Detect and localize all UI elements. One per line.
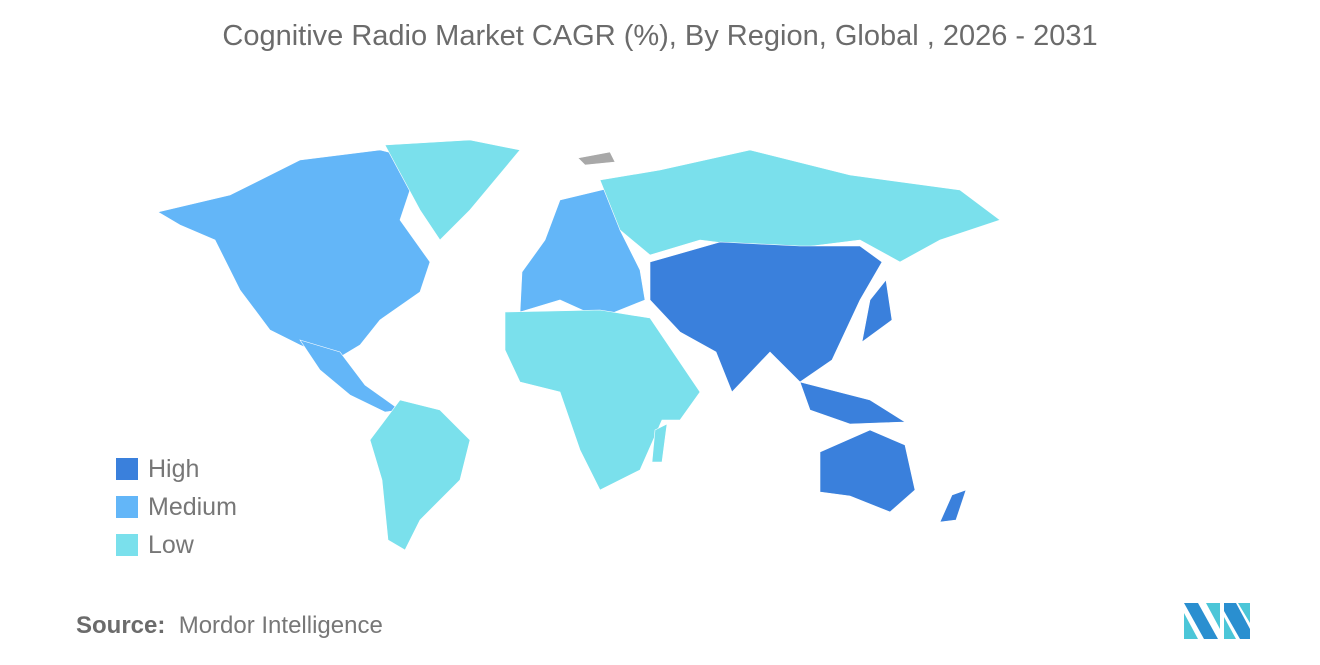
region-madagascar: [651, 423, 668, 463]
region-southeast-asia-islands: [799, 381, 906, 425]
legend-label: Medium: [148, 492, 237, 521]
source-label: Source:: [76, 612, 166, 639]
region-svalbard: [577, 151, 616, 166]
map-title: Cognitive Radio Market CAGR (%), By Regi…: [222, 20, 1098, 52]
region-south-america: [369, 399, 471, 551]
source: Source: Mordor Intelligence: [76, 612, 383, 640]
legend-swatch: [116, 458, 138, 480]
legend-item-medium: Medium: [116, 488, 237, 526]
region-australia: [819, 429, 916, 513]
region-russia: [599, 149, 1001, 263]
legend-swatch: [116, 534, 138, 556]
region-new-zealand: [939, 489, 967, 523]
source-value: Mordor Intelligence: [178, 612, 383, 639]
region-africa-middle-east: [504, 309, 701, 491]
legend-item-low: Low: [116, 526, 237, 564]
legend-swatch: [116, 496, 138, 518]
legend-item-high: High: [116, 450, 237, 488]
region-north-america: [157, 149, 431, 361]
legend: High Medium Low: [116, 450, 237, 564]
legend-label: Low: [148, 530, 194, 559]
legend-label: High: [148, 454, 200, 483]
region-greenland: [384, 139, 521, 241]
region-asia: [649, 241, 883, 393]
region-japan: [861, 279, 893, 343]
mordor-logo: [1184, 603, 1250, 639]
